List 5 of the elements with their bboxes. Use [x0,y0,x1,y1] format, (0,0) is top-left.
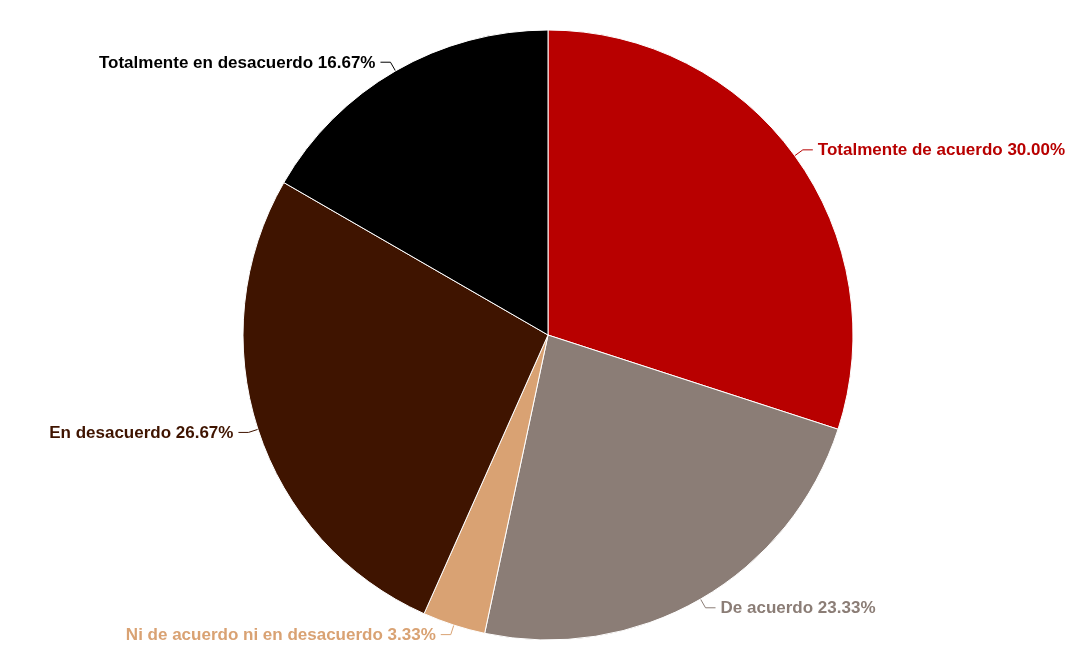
slice-label: Totalmente de acuerdo 30.00% [817,140,1066,160]
slice-label: Ni de acuerdo ni en desacuerdo 3.33% [125,625,436,645]
slice-label: En desacuerdo 26.67% [49,422,234,442]
slice-label: De acuerdo 23.33% [720,598,876,618]
slice-label: Totalmente en desacuerdo 16.67% [98,52,376,72]
